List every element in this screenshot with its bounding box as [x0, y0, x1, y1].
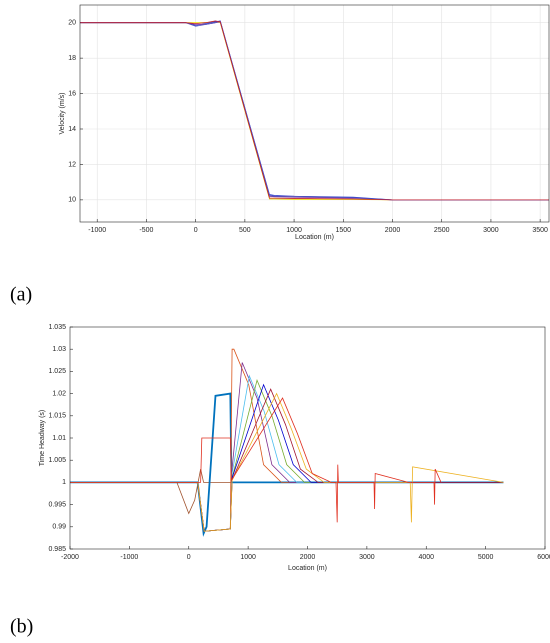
series-line — [70, 397, 442, 523]
x-tick-label: 3500 — [532, 227, 548, 234]
x-tick-label: 1500 — [336, 227, 352, 234]
x-tick-label: 500 — [239, 227, 251, 234]
y-tick-label: 14 — [68, 126, 76, 133]
axes-frame — [69, 326, 546, 550]
x-tick-label: 3000 — [359, 554, 375, 561]
plot-area — [80, 5, 549, 222]
y-tick-label: 16 — [68, 90, 76, 97]
y-tick-label: 10 — [68, 197, 76, 204]
x-tick-label: -1000 — [120, 554, 138, 561]
x-tick-label: 1000 — [286, 227, 302, 234]
y-tick-label: 0.995 — [48, 501, 66, 508]
x-tick-label: 2000 — [385, 227, 401, 234]
x-axis-label: Location (m) — [295, 234, 334, 241]
x-tick-label: -500 — [139, 227, 153, 234]
x-tick-label: 2500 — [434, 227, 450, 234]
y-tick-label: 20 — [68, 20, 76, 27]
series-line — [80, 20, 549, 201]
y-axis-label: Time Headway (s) — [39, 410, 46, 467]
y-tick-label: 0.99 — [52, 524, 66, 531]
x-tick-label: -2000 — [61, 554, 79, 561]
y-tick-label: 1.035 — [48, 324, 66, 331]
x-tick-label: 2000 — [300, 554, 316, 561]
plot-area — [70, 327, 545, 549]
y-axis-label: Velocity (m/s) — [59, 92, 66, 134]
x-tick-label: 6000 — [537, 554, 550, 561]
y-tick-label: 18 — [68, 55, 76, 62]
y-tick-label: 0.985 — [48, 546, 66, 553]
y-tick-label: 1.02 — [52, 390, 66, 397]
x-tick-label: 3000 — [483, 227, 499, 234]
x-tick-label: 5000 — [478, 554, 494, 561]
axes-frame — [79, 4, 550, 223]
y-tick-label: 1 — [62, 479, 66, 486]
x-tick-label: 1000 — [240, 554, 256, 561]
y-tick-label: 1.005 — [48, 457, 66, 464]
y-tick-label: 1.025 — [48, 368, 66, 375]
x-tick-label: 0 — [194, 227, 198, 234]
y-tick-label: 1.03 — [52, 346, 66, 353]
y-tick-label: 1.01 — [52, 435, 66, 442]
y-tick-label: 12 — [68, 161, 76, 168]
panel-label: (a) — [10, 284, 32, 306]
panel-label: (b) — [10, 616, 33, 638]
y-tick-label: 1.015 — [48, 413, 66, 420]
x-tick-label: -1000 — [88, 227, 106, 234]
series-line — [70, 392, 504, 532]
x-tick-label: 0 — [187, 554, 191, 561]
x-axis-label: Location (m) — [288, 565, 327, 572]
x-tick-label: 4000 — [418, 554, 434, 561]
